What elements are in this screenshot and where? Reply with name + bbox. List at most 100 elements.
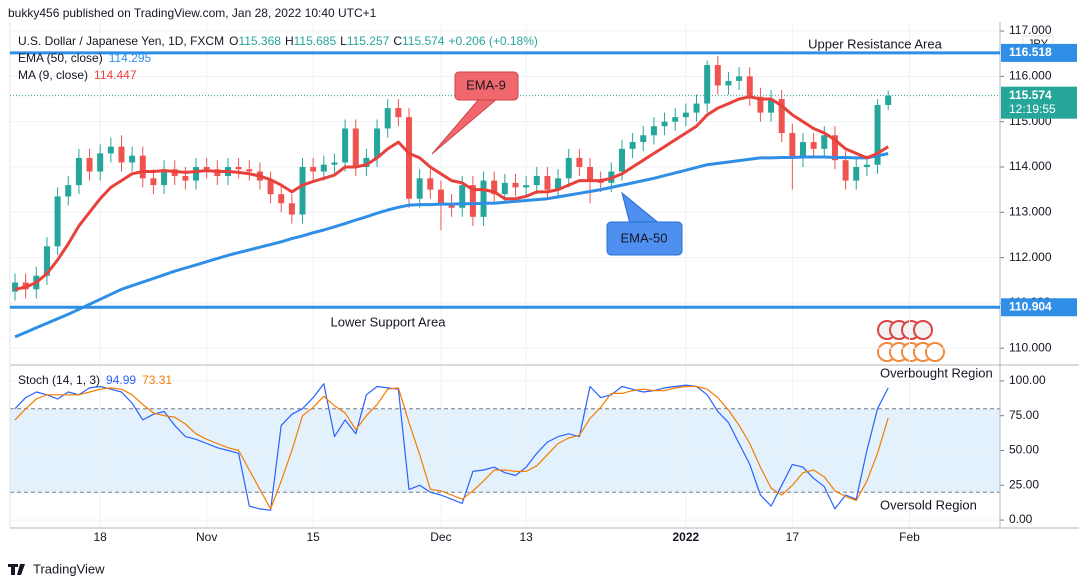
candle-body [363, 157, 370, 167]
candle-body [757, 96, 764, 113]
candle-body [714, 65, 721, 86]
y-tick-label: 116.000 [1009, 69, 1052, 83]
legend-part: 73.31 [142, 373, 172, 387]
candle-body [768, 99, 775, 113]
candle-body [491, 180, 498, 195]
x-tick-label: 17 [786, 530, 800, 544]
last-price-text: 115.574 [1009, 88, 1052, 102]
candle-body [331, 162, 338, 165]
candle-body [246, 169, 253, 172]
candle-body [480, 180, 487, 217]
callout-text: EMA-9 [466, 77, 506, 92]
x-tick-label: 15 [306, 530, 320, 544]
region-label: Overbought Region [880, 365, 993, 380]
countdown-text: 12:19:55 [1009, 102, 1056, 116]
candle-body [469, 185, 476, 217]
legend-part: O [229, 34, 238, 48]
candle-body [576, 157, 583, 167]
candle-body [587, 166, 594, 181]
candle-body [736, 76, 743, 81]
level-name: Lower Support Area [331, 315, 447, 330]
candle-body [853, 166, 860, 181]
y-tick-label: 0.00 [1009, 512, 1033, 526]
candle-body [107, 146, 114, 154]
candle-body [544, 176, 551, 190]
level-tag [1001, 298, 1077, 317]
x-tick-label: Dec [430, 530, 451, 544]
legend-part: U.S. Dollar / Japanese Yen, 1D, FXCM [18, 34, 224, 48]
level-name: Upper Resistance Area [808, 36, 942, 51]
legend-part: 115.257 [347, 34, 390, 48]
x-tick-label: Nov [196, 530, 217, 544]
candle-body [43, 246, 50, 276]
candle-body [150, 178, 157, 186]
callout-box [606, 221, 683, 256]
y-tick-label: 117.000 [1009, 23, 1052, 37]
legend-part: C [393, 34, 402, 48]
candle-body [235, 166, 242, 170]
candle-body [821, 135, 828, 149]
candle-body [320, 164, 327, 172]
legend-part: Stoch (14, 1, 3) [18, 373, 100, 387]
indicator-legend: MA (9, close) 114.447 [18, 68, 137, 82]
candle-body [342, 128, 349, 163]
candle-body [459, 185, 466, 208]
candle-body [704, 65, 711, 104]
candle-body [640, 135, 647, 143]
callout-text: EMA-50 [621, 230, 668, 245]
y-tick-label: 50.00 [1009, 443, 1039, 457]
candle-body [778, 99, 785, 134]
candle-body [97, 153, 104, 172]
callout-box [454, 71, 519, 101]
candle-body [810, 142, 817, 149]
footer-logo [8, 564, 25, 575]
y-tick-label: 114.000 [1009, 159, 1052, 173]
candle-body [384, 108, 391, 129]
candle-body [842, 160, 849, 181]
flag-icons [877, 320, 945, 362]
legend-part: 115.368 [238, 34, 281, 48]
legend-part: L [340, 34, 347, 48]
indicator-line [14, 152, 889, 339]
candle-body [523, 185, 530, 188]
candle-body [565, 157, 572, 179]
legend-part: 94.99 [106, 373, 136, 387]
candle-body [800, 142, 807, 158]
level-tag [1001, 43, 1077, 62]
candle-body [874, 105, 881, 165]
candle-body [789, 133, 796, 158]
candle-body [501, 182, 508, 195]
candle-body [533, 176, 540, 186]
candle-body [161, 169, 168, 186]
candle-body [406, 117, 413, 199]
x-tick-label: 18 [94, 530, 108, 544]
candle-body [693, 103, 700, 113]
candle-body [12, 282, 19, 292]
level-tag-text: 110.904 [1009, 299, 1052, 313]
candle-body [65, 185, 72, 197]
candle-body [54, 196, 61, 247]
candle-body [118, 146, 125, 163]
candle-body [618, 148, 625, 172]
y-tick-label: 112.000 [1009, 250, 1052, 264]
level-tag-text: 116.518 [1009, 45, 1052, 59]
candle-body [75, 157, 82, 186]
legend-part: MA (9, close) [18, 68, 88, 82]
candle-body [746, 76, 753, 97]
candle-body [129, 155, 136, 163]
candle-body [437, 189, 444, 204]
candle-body [352, 128, 359, 167]
x-tick-label: 2022 [673, 530, 700, 544]
legend-part: 115.574 [402, 34, 445, 48]
candle-body [661, 121, 668, 127]
candle-body [374, 128, 381, 158]
y-tick-label: 110.000 [1009, 340, 1052, 354]
indicator-legend: EMA (50, close) 114.295 [18, 51, 152, 65]
candle-body [831, 135, 838, 161]
candle-body [629, 142, 636, 149]
legend-part: 114.295 [109, 51, 152, 65]
candle-body [650, 126, 657, 136]
indicator-line [14, 385, 889, 510]
candle-body [682, 112, 689, 118]
candle-body [310, 166, 317, 172]
